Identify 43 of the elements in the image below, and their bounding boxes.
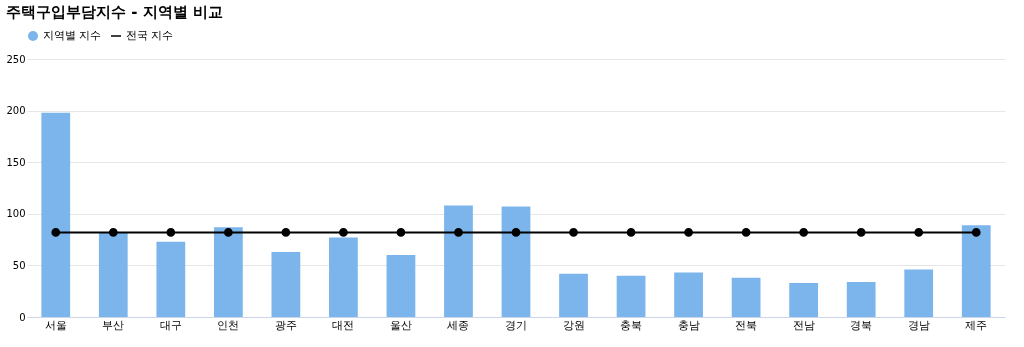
x-tick-label: 서울 <box>44 318 67 332</box>
x-tick-label: 울산 <box>389 318 412 332</box>
bar <box>501 206 531 317</box>
bar <box>271 251 301 317</box>
bar <box>329 237 358 317</box>
y-tick-label: 50 <box>12 259 26 271</box>
x-tick-label: 전북 <box>735 318 758 332</box>
bar <box>41 112 71 317</box>
x-tick-label: 경남 <box>907 318 930 332</box>
bar <box>616 275 646 317</box>
bar <box>444 205 473 317</box>
x-tick-label: 대구 <box>159 318 182 332</box>
bar <box>559 273 588 317</box>
x-tick-label: 제주 <box>965 318 988 332</box>
bar <box>213 227 243 317</box>
bar <box>904 269 934 317</box>
bar <box>731 277 761 317</box>
y-tick-label: 0 <box>19 311 26 323</box>
legend-label: 지역별 지수 <box>43 29 102 42</box>
y-tick-label: 100 <box>6 208 26 220</box>
x-tick-label: 충북 <box>620 318 643 332</box>
x-tick-label: 경북 <box>850 318 873 332</box>
y-tick-label: 250 <box>6 53 26 65</box>
x-tick-label: 충남 <box>677 318 700 332</box>
x-tick-label: 인천 <box>217 318 240 332</box>
x-tick-label: 경기 <box>505 318 527 332</box>
y-tick-label: 150 <box>6 156 26 168</box>
x-tick-label: 부산 <box>102 318 125 332</box>
legend-label: 전국 지수 <box>126 29 174 42</box>
bar <box>98 232 128 317</box>
x-tick-label: 강원 <box>562 318 585 332</box>
x-tick-label: 세종 <box>447 318 470 332</box>
x-tick-label: 전남 <box>792 318 815 332</box>
x-tick-label: 광주 <box>274 318 297 332</box>
y-tick-label: 200 <box>6 105 26 117</box>
x-tick-label: 대전 <box>332 318 355 332</box>
bar <box>961 225 991 317</box>
bar <box>156 241 186 317</box>
bar <box>789 282 819 317</box>
bar <box>846 281 876 317</box>
chart-title: 주택구입부담지수 - 지역별 비교 <box>5 3 223 21</box>
bar <box>386 255 416 317</box>
bar <box>674 272 703 317</box>
